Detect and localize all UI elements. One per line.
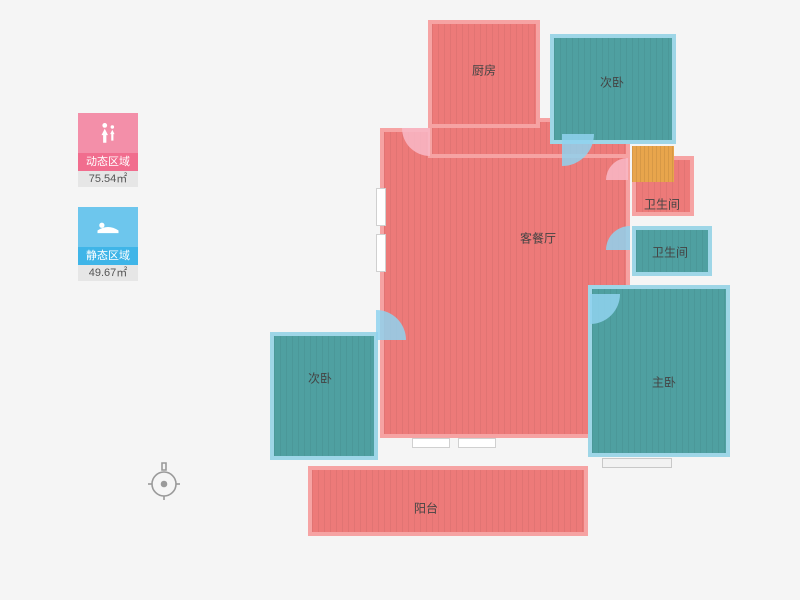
legend-static-value: 49.67㎡ xyxy=(78,265,138,281)
legend-dynamic-label: 动态区域 xyxy=(78,153,138,171)
room-bath_lower xyxy=(632,226,712,276)
legend-dynamic: 动态区域 75.54㎡ xyxy=(78,113,138,187)
window-0 xyxy=(602,458,672,468)
people-icon xyxy=(95,120,121,146)
sleep-icon xyxy=(94,217,122,237)
legend-static-label: 静态区域 xyxy=(78,247,138,265)
door-leaf-2 xyxy=(412,438,450,448)
room-balcony xyxy=(308,466,588,536)
compass-icon xyxy=(148,460,180,505)
room-master xyxy=(588,285,730,457)
legend-static-icon-box xyxy=(78,207,138,247)
door-leaf-3 xyxy=(458,438,496,448)
legend-dynamic-icon-box xyxy=(78,113,138,153)
accent-0 xyxy=(632,146,674,182)
room-bedroom_ne xyxy=(550,34,676,144)
canvas: 动态区域 75.54㎡ 静态区域 49.67㎡ xyxy=(0,0,800,600)
legend-dynamic-value: 75.54㎡ xyxy=(78,171,138,187)
room-kitchen xyxy=(428,20,540,128)
floorplan: 厨房次卧客餐厅卫生间卫生间主卧次卧阳台 xyxy=(270,20,730,565)
legend: 动态区域 75.54㎡ 静态区域 49.67㎡ xyxy=(78,113,138,301)
room-bedroom_sw xyxy=(270,332,378,460)
legend-static: 静态区域 49.67㎡ xyxy=(78,207,138,281)
